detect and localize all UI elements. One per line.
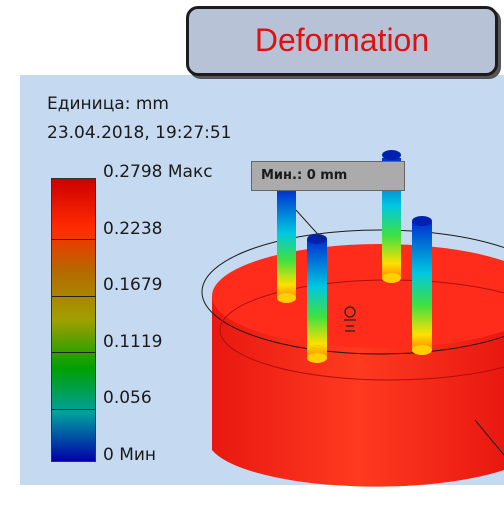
scale-label: 0 Мин — [103, 444, 157, 465]
timestamp: 23.04.2018, 19:27:51 — [47, 123, 232, 143]
result-info: Единица: mm 23.04.2018, 19:27:51 — [47, 90, 232, 148]
scale-divider — [52, 238, 95, 240]
leader-line — [295, 209, 324, 241]
scale-divider — [52, 352, 95, 354]
scale-label: 0.1679 — [103, 275, 163, 295]
scale-divider — [52, 409, 95, 411]
unit-label: Единица: mm — [47, 94, 169, 114]
pin-back-left — [277, 190, 296, 303]
outline-ring — [201, 229, 504, 355]
scale-label: 0.1119 — [103, 331, 163, 352]
color-scale-bar — [51, 178, 96, 462]
origin-symbol-icon — [344, 306, 356, 332]
min-value-tag[interactable]: Мин.: 0 mm — [251, 161, 405, 191]
scale-label: 0.056 — [103, 388, 152, 408]
pin-front-left — [307, 234, 327, 363]
title-callout: Deformation — [186, 6, 498, 76]
pin-front-right — [412, 216, 432, 355]
scale-label: 0.2798 Макс — [103, 162, 213, 182]
scale-label: 0.2238 — [103, 218, 163, 239]
edge-line — [474, 419, 504, 456]
scale-divider — [52, 295, 95, 297]
